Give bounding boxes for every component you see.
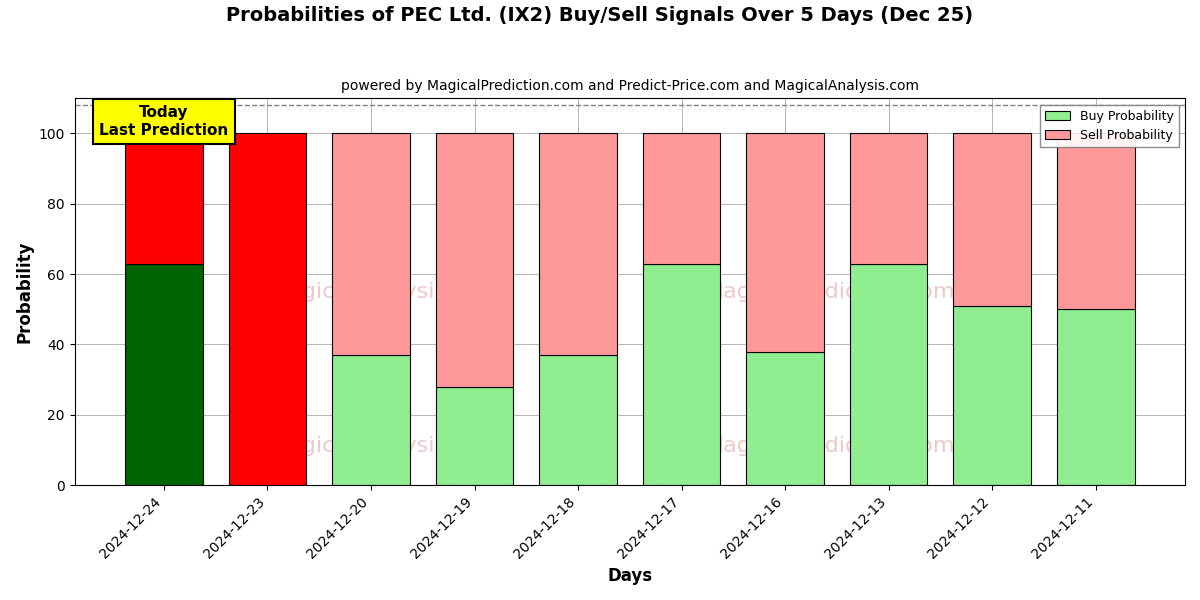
Bar [332,355,410,485]
Text: MagicalPrediction.com: MagicalPrediction.com [704,436,955,457]
Bar [1057,310,1134,485]
Bar [850,133,928,263]
Y-axis label: Probability: Probability [16,241,34,343]
Bar [229,133,306,485]
Text: Today
Last Prediction: Today Last Prediction [100,106,228,138]
Title: powered by MagicalPrediction.com and Predict-Price.com and MagicalAnalysis.com: powered by MagicalPrediction.com and Pre… [341,79,919,93]
Text: MagicalAnalysis.com: MagicalAnalysis.com [270,282,502,302]
Bar [125,133,203,263]
Bar [643,133,720,263]
Bar [953,133,1031,306]
Bar [643,263,720,485]
Bar [953,306,1031,485]
Bar [436,386,514,485]
Bar [1057,133,1134,310]
X-axis label: Days: Days [607,567,653,585]
Bar [850,263,928,485]
Text: MagicalPrediction.com: MagicalPrediction.com [704,282,955,302]
Bar [436,133,514,386]
Bar [539,133,617,355]
Bar [539,355,617,485]
Bar [332,133,410,355]
Text: MagicalAnalysis.com: MagicalAnalysis.com [270,436,502,457]
Bar [125,263,203,485]
Bar [746,352,824,485]
Legend: Buy Probability, Sell Probability: Buy Probability, Sell Probability [1040,104,1178,147]
Text: Probabilities of PEC Ltd. (IX2) Buy/Sell Signals Over 5 Days (Dec 25): Probabilities of PEC Ltd. (IX2) Buy/Sell… [227,6,973,25]
Bar [746,133,824,352]
